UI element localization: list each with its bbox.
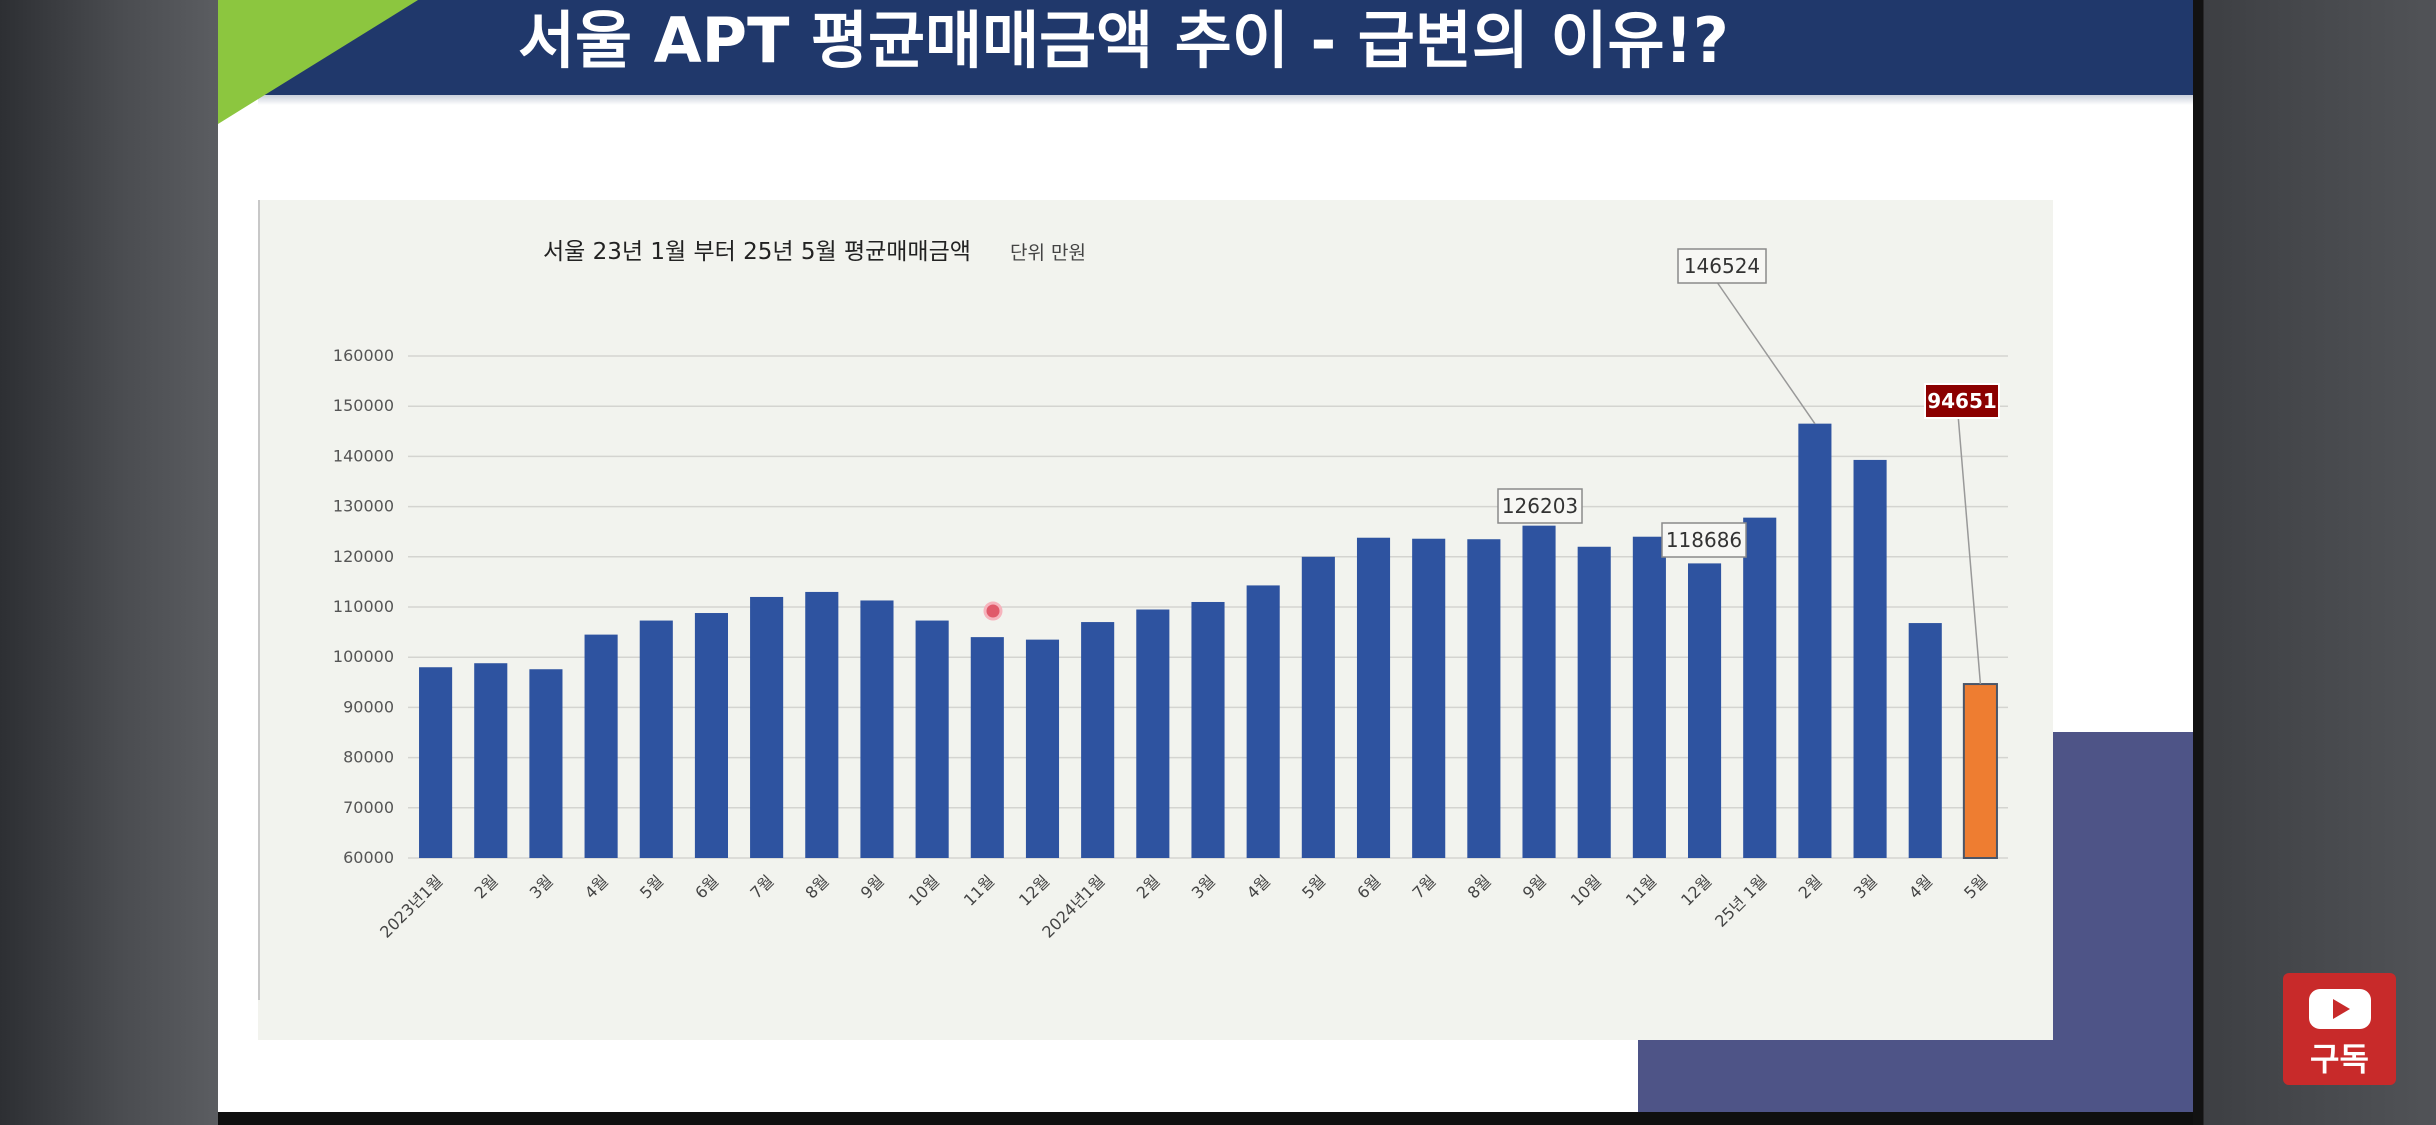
y-tick-label: 160000 (333, 346, 394, 365)
data-label-box (1497, 488, 1583, 524)
y-tick-label: 120000 (333, 547, 394, 566)
bar (1467, 539, 1501, 858)
x-tick-label: 2023년1월 (376, 871, 446, 941)
x-tick-label: 4월 (581, 871, 612, 902)
bar (1743, 517, 1777, 858)
subscribe-label: 구독 (2310, 1040, 2369, 1078)
bar (1908, 623, 1942, 858)
data-label: 126203 (1502, 494, 1578, 518)
data-label-box (1677, 248, 1767, 284)
x-tick-label: 5월 (636, 871, 667, 902)
x-tick-label: 12월 (1677, 871, 1715, 909)
y-tick-label: 110000 (333, 597, 394, 616)
bar (805, 591, 839, 858)
cursor-dot (983, 601, 1003, 621)
bar (1081, 622, 1115, 858)
y-tick-label: 80000 (343, 748, 394, 767)
x-tick-label: 5월 (1298, 871, 1329, 902)
y-tick-label: 70000 (343, 798, 394, 817)
x-tick-label: 5월 (1960, 871, 1991, 902)
bar (584, 634, 618, 858)
video-bottom-bar (218, 1112, 2193, 1125)
title-bar-shadow (258, 95, 2193, 105)
bar (529, 669, 563, 858)
x-tick-label: 11월 (1622, 871, 1660, 909)
x-tick-label: 3월 (1188, 871, 1219, 902)
x-tick-label: 9월 (857, 871, 888, 902)
x-tick-label: 4월 (1243, 871, 1274, 902)
panel-left-rule (258, 200, 260, 1000)
slide-title: 서울 APT 평균매매금액 추이 - 급변의 이유!? (518, 4, 1729, 77)
bar (1136, 609, 1170, 858)
bar (419, 667, 453, 858)
bar (1632, 536, 1666, 858)
x-tick-label: 12월 (1015, 871, 1053, 909)
y-tick-label: 100000 (333, 647, 394, 666)
x-tick-label: 6월 (691, 871, 722, 902)
x-tick-label: 2월 (1795, 871, 1826, 902)
x-tick-label: 8월 (1464, 871, 1495, 902)
data-label: 94651 (1927, 389, 1997, 413)
bar (1246, 585, 1280, 858)
bar (1577, 546, 1611, 858)
bar (1798, 423, 1832, 858)
bar (694, 613, 728, 858)
bar (915, 620, 949, 858)
chart-unit-label: 단위 만원 (1010, 242, 1086, 264)
x-tick-label: 3월 (526, 871, 557, 902)
bar (1191, 601, 1225, 858)
bar-chart: 서울 23년 1월 부터 25년 5월 평균매매금액 단위 만원 60000 7000… (333, 239, 2008, 942)
x-tick-label: 10월 (905, 871, 943, 909)
bar (1356, 537, 1391, 858)
x-tick-label: 11월 (960, 871, 998, 909)
x-tick-label: 7월 (1408, 871, 1439, 902)
bar (750, 596, 784, 858)
x-tick-label: 25년 1월 (1711, 871, 1770, 930)
presentation-slide: 서울 APT 평균매매금액 추이 - 급변의 이유!? 서울 23년 1월 부터… (218, 0, 2193, 1112)
bar (1522, 525, 1556, 858)
y-tick-label: 130000 (333, 497, 394, 516)
x-tick-label: 2월 (1133, 871, 1164, 902)
bar (970, 637, 1004, 858)
bar (639, 620, 673, 858)
youtube-play-icon (2309, 989, 2371, 1029)
bar (860, 600, 894, 858)
y-tick-label: 140000 (333, 446, 394, 465)
bar (474, 663, 508, 858)
leader-line (1957, 417, 1982, 685)
subscribe-button[interactable]: 구독 (2283, 973, 2396, 1085)
bar (1301, 556, 1335, 858)
x-tick-label: 6월 (1353, 871, 1384, 902)
x-tick-label: 10월 (1567, 871, 1605, 909)
bar (1025, 639, 1060, 858)
left-background (0, 0, 218, 1125)
x-tick-label: 3월 (1850, 871, 1881, 902)
data-label-box (1661, 522, 1747, 558)
title-bar (218, 0, 2193, 105)
bar (1962, 683, 1998, 860)
x-tick-label: 8월 (802, 871, 833, 902)
data-label: 146524 (1684, 254, 1760, 278)
x-tick-label: 2월 (471, 871, 502, 902)
right-background (2193, 0, 2436, 1125)
data-label: 118686 (1666, 528, 1742, 552)
y-tick-label: 60000 (343, 848, 394, 867)
x-tick-label: 9월 (1519, 871, 1550, 902)
green-corner-accent (218, 0, 418, 124)
bar (1412, 538, 1446, 858)
chart-title: 서울 23년 1월 부터 25년 5월 평균매매금액 (543, 239, 971, 265)
bar (1688, 563, 1722, 858)
y-tick-label: 150000 (333, 396, 394, 415)
x-tick-label: 4월 (1905, 871, 1936, 902)
leader-line (1716, 282, 1816, 425)
y-tick-label: 90000 (343, 697, 394, 716)
x-tick-label: 7월 (746, 871, 777, 902)
data-label-box (1924, 383, 2000, 419)
bar (1853, 459, 1887, 858)
